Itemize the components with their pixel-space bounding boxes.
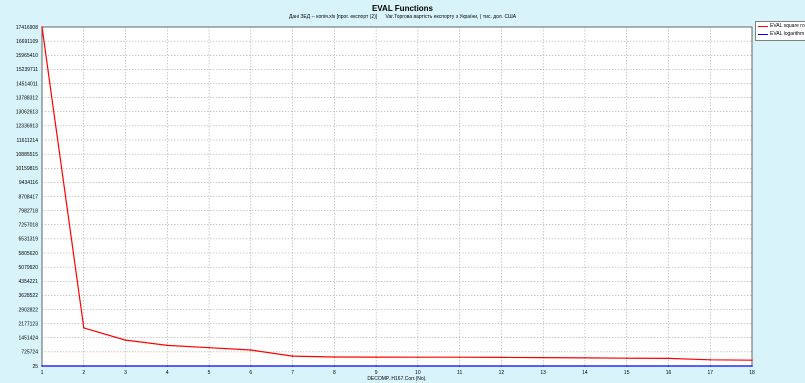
x-axis-label: DECOMP. H167.Corr.(No). (367, 376, 426, 382)
data-point (124, 339, 127, 341)
y-axis: 17416908 16691109 15965410 15239711 14514011… (16, 25, 38, 370)
y-tick-label: 6531319 (19, 237, 39, 243)
y-tick-label: 5079920 (19, 265, 39, 271)
data-point (208, 365, 210, 367)
data-point (584, 365, 586, 367)
data-point (500, 356, 503, 359)
y-tick-label: 15239711 (16, 67, 38, 73)
data-point (709, 365, 712, 367)
x-tick-label: 13 (540, 370, 546, 376)
data-point (124, 365, 127, 367)
legend-item: EVAL square ro (758, 22, 805, 30)
data-point (375, 356, 377, 358)
legend-swatch (758, 26, 768, 27)
subtitle-variable: Var.Торгова вартість експорту з України,… (385, 14, 517, 20)
chart-subtitle: Дані ЗЕД -- копія.xls [прог. експорт (2)… (0, 14, 805, 20)
data-point (417, 365, 419, 367)
x-tick-label: 6 (249, 370, 252, 376)
legend-label: EVAL square ro (770, 23, 805, 29)
data-point (542, 356, 544, 359)
grid (42, 27, 752, 366)
x-tick-label: 18 (749, 370, 755, 376)
data-point (625, 357, 628, 360)
y-tick-label: 2902822 (19, 307, 39, 313)
data-point (166, 344, 169, 347)
y-tick-label: 1451424 (19, 336, 39, 342)
x-tick-label: 7 (291, 370, 294, 376)
data-point (41, 365, 43, 367)
x-tick-label: 15 (624, 370, 630, 376)
x-axis: 1 2 3 4 5 6 7 8 9 10 11 12 13 14 15 16 17 18 (41, 370, 755, 376)
data-point (709, 358, 712, 361)
data-point (751, 365, 753, 367)
data-point (250, 349, 252, 351)
data-point (584, 357, 586, 359)
y-tick-label: 12336913 (16, 124, 38, 130)
legend-label: EVAL logarithm (770, 31, 805, 37)
x-tick-label: 14 (582, 370, 588, 376)
data-point (751, 359, 753, 361)
y-tick-label: 16691109 (16, 39, 38, 45)
y-tick-label: 13788312 (16, 95, 38, 101)
x-tick-label: 17 (707, 370, 713, 376)
y-tick-label: 13062613 (16, 110, 38, 116)
data-point (625, 365, 628, 367)
x-tick-label: 10 (415, 370, 421, 376)
x-tick-label: 4 (166, 370, 169, 376)
legend-swatch (758, 34, 768, 35)
y-tick-label: 4354221 (19, 279, 39, 285)
y-tick-label: 10159815 (16, 166, 38, 172)
x-tick-label: 11 (457, 370, 462, 376)
data-point (375, 365, 377, 367)
x-tick-label: 2 (82, 370, 85, 376)
y-tick-label: 11611214 (16, 138, 38, 144)
x-tick-label: 9 (375, 370, 378, 376)
y-tick-label: 17416908 (16, 25, 38, 31)
y-tick-label: 7982718 (19, 208, 39, 214)
data-point (333, 365, 336, 367)
data-point (458, 356, 461, 359)
data-point (667, 357, 670, 360)
y-tick-label: 8708417 (19, 194, 39, 200)
data-point (291, 355, 294, 357)
y-tick-label: 10885515 (16, 152, 38, 158)
y-tick-label: 2177123 (19, 321, 39, 327)
x-tick-label: 8 (333, 370, 336, 376)
data-point (417, 356, 419, 359)
x-tick-label: 3 (124, 370, 127, 376)
y-tick-label: 15965410 (16, 53, 38, 59)
data-point (291, 365, 294, 367)
y-tick-label: 9434116 (19, 180, 38, 186)
data-point (82, 365, 85, 367)
x-tick-label: 12 (499, 370, 505, 376)
y-tick-label: 25 (32, 364, 38, 370)
legend: EVAL square ro EVAL logarithm (755, 21, 805, 41)
series-lines (41, 26, 753, 367)
y-tick-label: 3628522 (19, 293, 39, 299)
x-tick-label: 1 (41, 370, 44, 376)
data-point (82, 327, 85, 329)
series-line-1 (41, 26, 753, 361)
data-point (542, 365, 544, 367)
data-point (667, 365, 670, 367)
legend-item: EVAL logarithm (758, 30, 805, 38)
data-point (458, 365, 461, 367)
data-point (166, 365, 169, 367)
data-point (208, 346, 210, 349)
y-tick-label: 5805620 (19, 251, 39, 257)
subtitle-source: Дані ЗЕД -- копія.xls [прог. експорт (2)… (288, 14, 378, 20)
y-tick-label: 7257018 (19, 223, 39, 229)
y-tick-label: 14514011 (16, 81, 38, 87)
chart-title: EVAL Functions (371, 4, 434, 13)
y-tick-label: 725724 (21, 350, 38, 356)
x-tick-label: 5 (208, 370, 211, 376)
data-point (500, 365, 503, 367)
data-point (41, 26, 43, 28)
data-point (250, 365, 252, 367)
x-tick-label: 16 (666, 370, 672, 376)
data-point (333, 356, 336, 358)
